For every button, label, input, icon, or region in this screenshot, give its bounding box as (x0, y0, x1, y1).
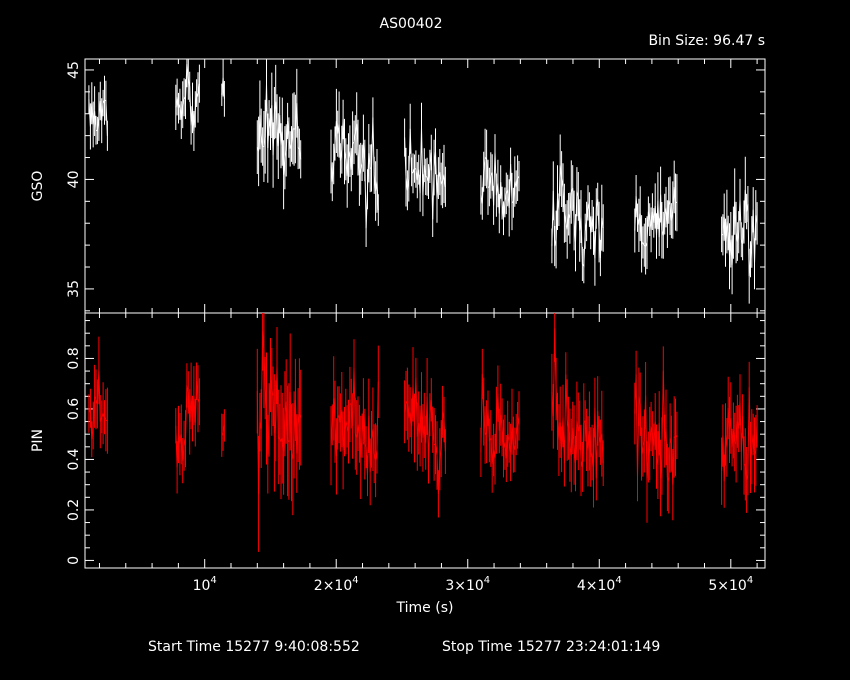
pin-segment-3 (256, 313, 302, 552)
pin-series-line (221, 425, 225, 436)
pin-series-line (256, 331, 302, 494)
gso-segment-9 (721, 156, 758, 304)
gso-series-line (551, 165, 604, 268)
pin-segment-7 (551, 313, 604, 508)
gso-segment-8 (634, 160, 678, 275)
pin-series-line (721, 387, 758, 482)
pin-panel: 0 0.2 0.4 0.6 0.8 PIN 104 2×104 3×104 4×104 5×104 (30, 312, 766, 594)
pin-series-line (404, 377, 446, 494)
stop-time-label: Stop Time 15277 23:24:01:149 (442, 639, 660, 655)
pin-segment-8 (634, 346, 678, 523)
bin-size-label: Bin Size: 96.47 s (648, 33, 765, 49)
gso-series-line (634, 186, 678, 248)
x-axis-label: Time (s) (396, 600, 454, 616)
gso-segment-5 (404, 102, 446, 237)
gso-ytick-label: 40 (66, 171, 82, 189)
gso-segment-3 (256, 59, 302, 210)
gso-series-line (480, 151, 520, 219)
pin-segment-1 (175, 362, 200, 494)
pin-series-line (88, 370, 108, 440)
pin-series-line (330, 366, 379, 476)
pin-series-line (551, 328, 604, 479)
gso-axes-frame (84, 58, 766, 314)
gso-ylabel: GSO (30, 171, 46, 202)
pin-segment-5 (404, 347, 446, 518)
pin-segment-0 (88, 336, 108, 458)
gso-series-line (330, 117, 379, 229)
xtick-label: 5×104 (708, 575, 753, 594)
gso-segment-7 (551, 134, 604, 286)
gso-series-line (256, 84, 302, 175)
gso-panel: 35 40 45 GSO (30, 58, 766, 314)
start-time-label: Start Time 15277 9:40:08:552 (148, 639, 360, 655)
gso-series-line (721, 189, 758, 277)
xtick-label: 104 (193, 575, 217, 594)
gso-segment-0 (88, 75, 108, 151)
pin-segment-9 (721, 361, 758, 513)
gso-segment-6 (480, 128, 520, 237)
pin-ytick-label: 0.4 (66, 448, 82, 470)
pin-segment-6 (480, 348, 520, 493)
pin-errorbars (551, 313, 604, 508)
gso-series-line (88, 99, 108, 136)
chart-title: AS00402 (380, 16, 443, 32)
gso-ytick-label: 35 (66, 280, 82, 298)
xtick-label: 3×104 (445, 575, 490, 594)
pin-ytick-label: 0.8 (66, 347, 82, 369)
pin-ytick-label: 0 (66, 556, 82, 565)
pin-series-line (480, 373, 520, 464)
pin-segment-2 (221, 409, 225, 457)
gso-segment-2 (221, 59, 225, 117)
pin-series-line (634, 370, 678, 485)
gso-series-line (175, 63, 200, 132)
pin-ytick-label: 0.6 (66, 398, 82, 420)
gso-errorbars (551, 134, 604, 286)
pin-errorbars (175, 362, 200, 494)
pin-series-line (175, 381, 200, 468)
gso-errorbars (480, 128, 520, 237)
pin-segment-4 (330, 339, 379, 506)
gso-segment-1 (175, 59, 200, 151)
gso-series-line (221, 77, 225, 99)
gso-segment-4 (330, 88, 379, 247)
pin-axes-frame (84, 312, 766, 569)
pin-ylabel: PIN (30, 429, 46, 452)
gso-series-line (404, 127, 446, 220)
gso-errorbars (721, 156, 758, 304)
xtick-label: 2×104 (314, 575, 359, 594)
xtick-label: 4×104 (577, 575, 622, 594)
gso-ytick-label: 45 (66, 61, 82, 79)
pin-ytick-label: 0.2 (66, 499, 82, 521)
